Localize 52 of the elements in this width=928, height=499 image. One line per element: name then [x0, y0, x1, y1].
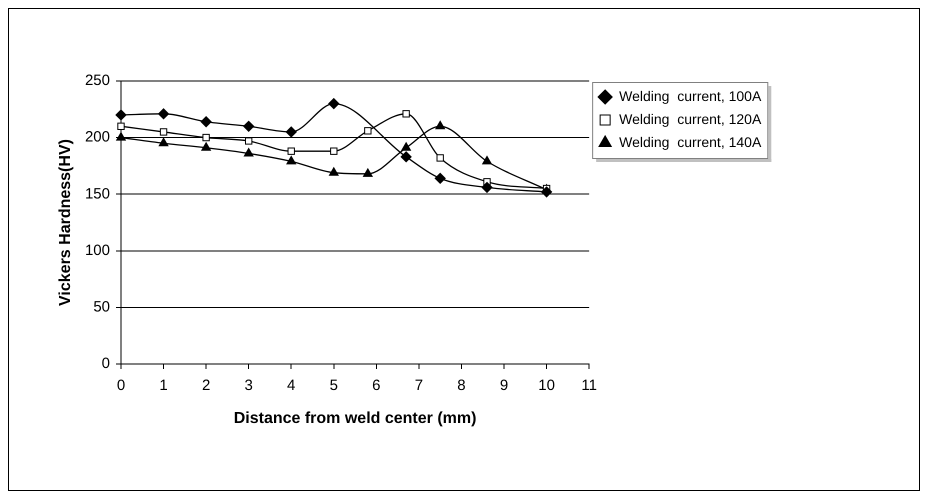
- point: [117, 122, 125, 130]
- point: [541, 186, 552, 198]
- x-tick-label: 10: [538, 377, 555, 394]
- point: [330, 148, 338, 155]
- point: [158, 108, 170, 120]
- point: [402, 110, 410, 118]
- x-tick-label: 8: [457, 377, 466, 394]
- y-tick-label: 200: [84, 128, 110, 146]
- y-axis-title: Vickers Hardness(HV): [56, 139, 74, 306]
- y-tick-label: 0: [102, 355, 110, 372]
- point: [364, 127, 372, 134]
- point: [436, 154, 444, 162]
- x-tick-label: 6: [372, 377, 381, 394]
- point: [286, 156, 296, 164]
- point: [434, 172, 446, 184]
- y-tick-label: 100: [84, 242, 110, 259]
- point: [401, 142, 411, 151]
- x-tick-label: 3: [244, 377, 253, 394]
- point: [400, 151, 412, 162]
- point: [244, 148, 254, 156]
- point: [482, 182, 493, 193]
- point: [363, 168, 373, 177]
- point: [328, 167, 339, 176]
- point: [435, 120, 446, 130]
- y-tick-label: 50: [93, 298, 110, 316]
- x-tick-label: 4: [287, 377, 296, 394]
- point: [244, 137, 252, 145]
- legend-label: Welding current, 140A: [619, 134, 762, 150]
- point: [286, 126, 297, 138]
- x-tick-label: 5: [330, 377, 338, 394]
- y-tick-label: 250: [84, 72, 110, 90]
- x-tick-label: 11: [581, 377, 597, 394]
- y-tick-label: 150: [84, 185, 110, 202]
- point: [288, 148, 295, 155]
- point: [200, 116, 212, 128]
- point: [202, 134, 210, 142]
- x-axis-title: Distance from weld center (mm): [234, 410, 476, 428]
- point: [328, 98, 340, 110]
- legend-label: Welding current, 100A: [619, 88, 762, 104]
- point: [482, 156, 492, 164]
- legend-label: Welding current, 120A: [619, 110, 762, 127]
- point: [158, 138, 168, 146]
- point: [116, 109, 126, 120]
- point: [116, 132, 126, 141]
- x-tick-label: 7: [414, 377, 424, 394]
- x-tick-label: 0: [116, 377, 126, 394]
- point: [243, 120, 254, 132]
- x-tick-label: 2: [202, 377, 210, 394]
- x-tick-label: 1: [159, 377, 168, 394]
- point: [201, 142, 211, 151]
- point: [160, 128, 168, 136]
- x-tick-label: 9: [500, 377, 508, 394]
